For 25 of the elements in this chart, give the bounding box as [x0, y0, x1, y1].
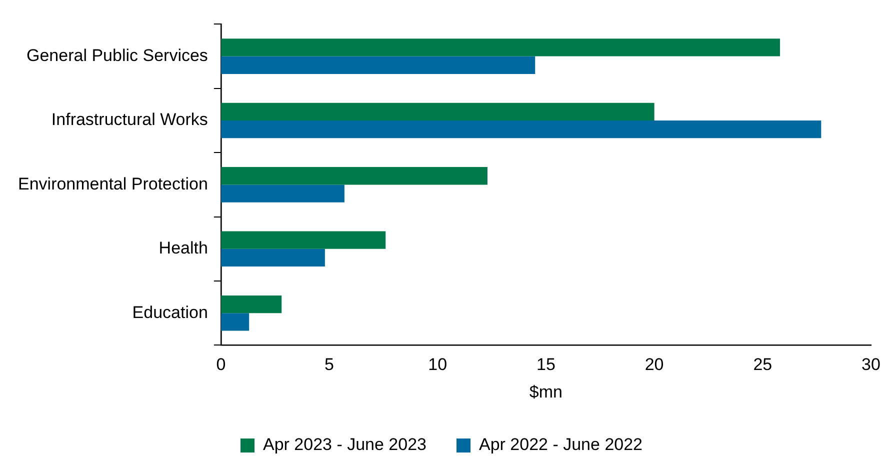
x-tick-label: 5 [324, 355, 334, 374]
bar [220, 295, 282, 314]
x-tick-label: 0 [216, 355, 226, 374]
bar [220, 102, 654, 120]
y-tick-label: Health [158, 238, 208, 258]
x-tick-label: 10 [428, 355, 448, 374]
bar [220, 167, 488, 185]
bar [220, 313, 250, 331]
y-tick-label: General Public Services [26, 46, 208, 65]
x-tick-label: 30 [862, 355, 880, 374]
bar [220, 120, 822, 138]
x-tick-label: 20 [644, 355, 664, 374]
y-tick-label: Infrastructural Works [51, 110, 208, 130]
y-tick-label: Environmental Protection [18, 174, 208, 194]
bar [220, 56, 536, 74]
bar [220, 248, 325, 267]
bar [220, 184, 344, 202]
bar [220, 38, 780, 56]
x-tick-label: 15 [536, 355, 556, 374]
legend-label: Apr 2023 - June 2023 [262, 435, 427, 454]
legend-label: Apr 2022 - June 2022 [479, 435, 643, 454]
y-tick-label: Education [132, 302, 208, 322]
x-axis-title: $mn [529, 382, 563, 402]
x-tick-label: 25 [753, 355, 772, 374]
bar [220, 231, 386, 249]
